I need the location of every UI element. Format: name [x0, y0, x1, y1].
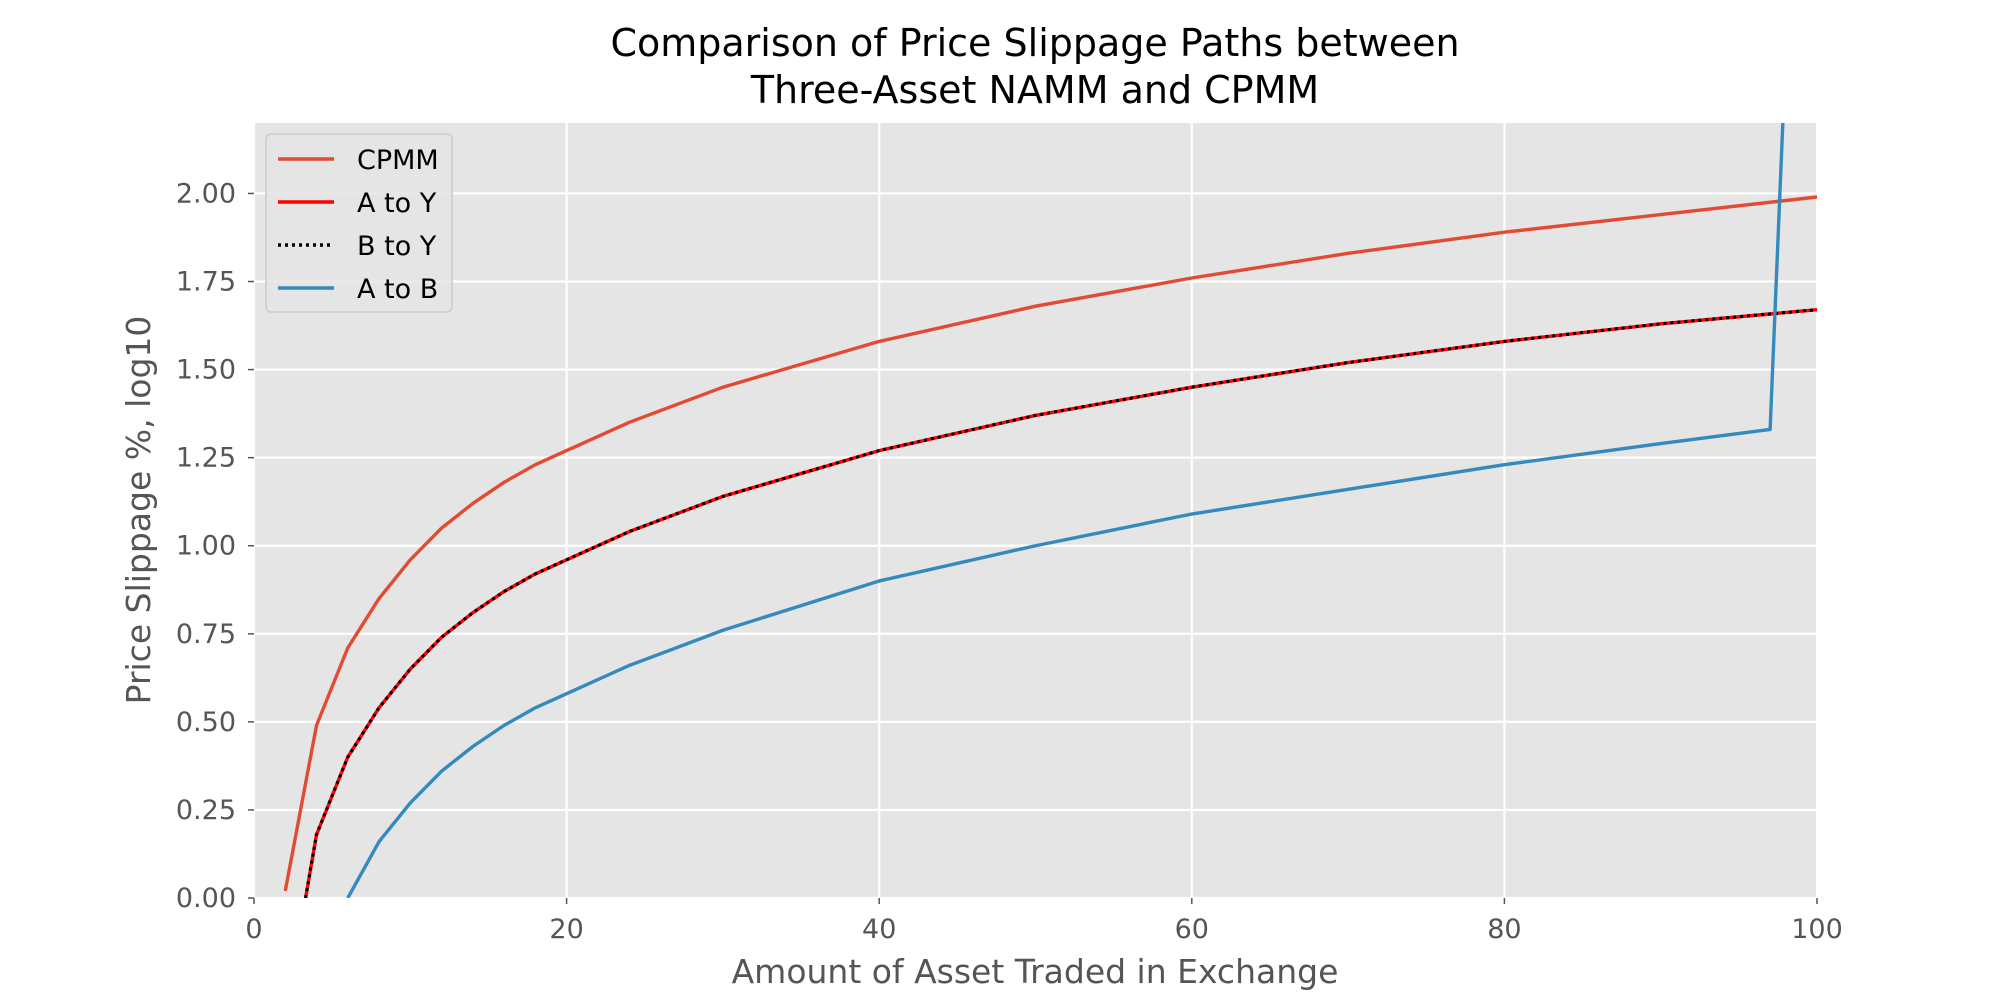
x-tick-label: 0	[245, 914, 262, 945]
y-tick-label: 0.75	[176, 619, 236, 650]
x-tick-label: 40	[862, 914, 896, 945]
x-tick-label: 20	[549, 914, 583, 945]
series-line-cpmm	[283, 195, 1817, 892]
y-tick-label: 1.50	[176, 355, 236, 386]
legend-item: B to Y	[278, 231, 437, 262]
series-line-b-to-y	[304, 308, 1817, 898]
y-tick-label: 0.00	[176, 883, 236, 914]
series-line-a-to-b	[346, 123, 1785, 898]
tick-labels: 0 20 40 60 80 100 0.00 0.25 0.50 0.75 1.00 1.25 1.50…	[176, 178, 1843, 945]
legend: CPMM A to Y B to Y A to B	[265, 133, 453, 313]
y-tick-label: 1.75	[176, 267, 236, 298]
legend-label: B to Y	[357, 231, 437, 262]
plot-background	[254, 123, 1817, 898]
y-tick-label: 2.00	[176, 178, 236, 209]
legend-item: A to Y	[278, 188, 437, 219]
legend-label: A to Y	[357, 188, 437, 219]
series-lines	[283, 123, 1817, 898]
y-tick-label: 1.25	[176, 443, 236, 474]
legend-label: A to B	[357, 274, 438, 305]
legend-item: CPMM	[278, 145, 439, 176]
x-axis-label: Amount of Asset Traded in Exchange	[732, 952, 1339, 991]
y-axis-label: Price Slippage %, log10	[119, 316, 158, 705]
x-tick-label: 60	[1175, 914, 1209, 945]
y-tick-label: 1.00	[176, 531, 236, 562]
grid-lines	[252, 123, 1819, 900]
legend-label: CPMM	[357, 145, 439, 176]
x-tick-label: 80	[1487, 914, 1521, 945]
legend-item: A to B	[278, 274, 438, 305]
y-tick-label: 0.50	[176, 707, 236, 738]
legend-box	[265, 133, 453, 313]
y-tick-label: 0.25	[176, 795, 236, 826]
chart-title: Comparison of Price Slippage Paths betwe…	[610, 21, 1459, 112]
x-tick-label: 100	[1791, 914, 1843, 945]
